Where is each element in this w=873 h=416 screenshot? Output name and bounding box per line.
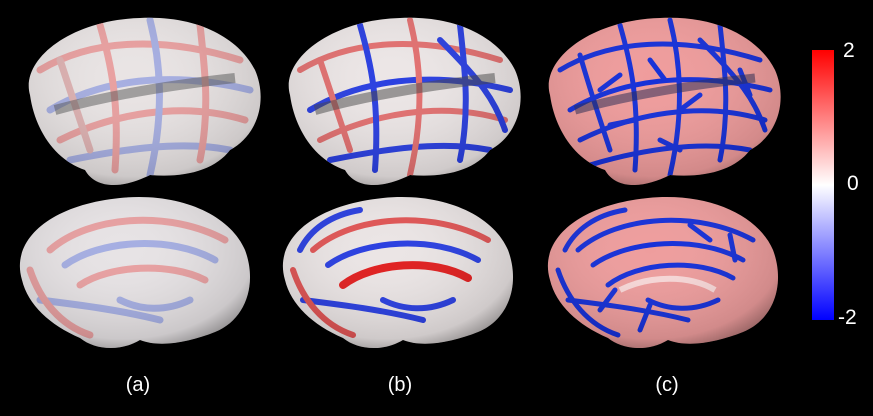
panel-c-lateral-brain [548,17,781,186]
panel-label-a: (a) [125,374,151,396]
panel-label-b: (b) [387,374,413,396]
panel-a-lateral-brain [28,17,261,186]
panel-a-medial-brain [19,197,251,349]
panel-c-medial-brain [547,197,779,349]
colorbar-tick-max: 2 [843,39,855,62]
panel-label-c: (c) [655,374,679,396]
colorbar-tick-zero: 0 [847,172,859,195]
colorbar [812,50,834,320]
panel-b-lateral-brain [288,17,521,186]
colorbar-tick-min: -2 [838,306,857,329]
panel-b-medial-brain [282,197,514,349]
